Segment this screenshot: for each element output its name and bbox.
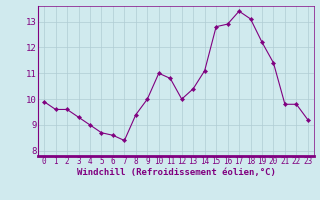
X-axis label: Windchill (Refroidissement éolien,°C): Windchill (Refroidissement éolien,°C) xyxy=(76,168,276,177)
